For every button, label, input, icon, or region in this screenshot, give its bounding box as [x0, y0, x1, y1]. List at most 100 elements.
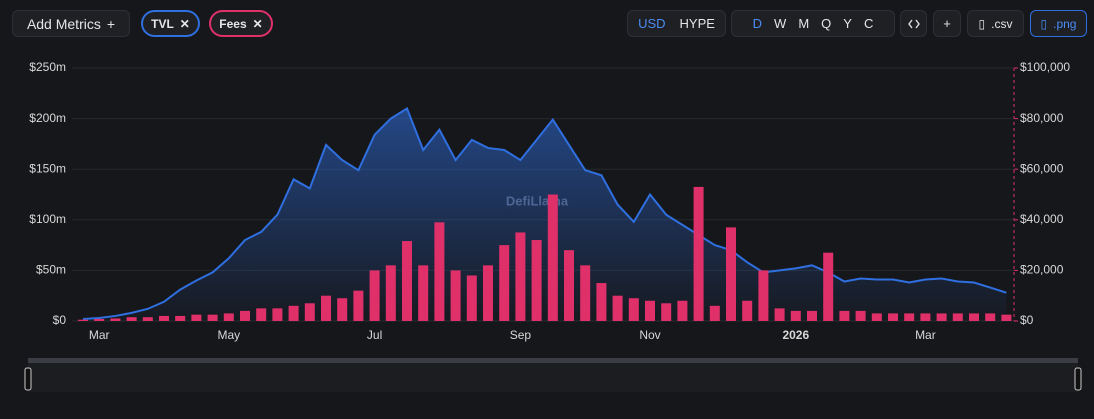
export-label: .png — [1053, 16, 1077, 31]
y-tick-label: $50m — [36, 263, 66, 277]
fees-bar — [142, 317, 153, 321]
fees-bar — [385, 265, 396, 321]
fees-bar — [726, 227, 736, 321]
brush-handle[interactable] — [24, 367, 32, 391]
fees-bar — [628, 298, 639, 321]
fees-bar — [223, 313, 234, 321]
y2-tick-label: $100,000 — [1020, 60, 1070, 74]
fees-bar — [126, 317, 137, 321]
currency-hype[interactable]: HYPE — [679, 16, 715, 31]
fees-bar — [337, 298, 348, 321]
close-icon: ✕ — [179, 16, 190, 31]
fees-bar — [774, 308, 785, 321]
y2-tick-label: $60,000 — [1020, 161, 1064, 175]
fees-bar — [515, 232, 526, 321]
fees-bar — [256, 308, 267, 321]
fees-bar — [531, 240, 542, 321]
fees-bar — [888, 313, 898, 321]
fees-bar — [693, 186, 704, 321]
fees-bar — [596, 283, 607, 321]
fees-bar — [175, 315, 186, 321]
export-label: .csv — [991, 16, 1013, 31]
brush-handle[interactable] — [1074, 367, 1082, 391]
fees-bar — [709, 305, 720, 321]
file-icon: ▯ — [978, 16, 986, 31]
code-icon — [907, 19, 920, 28]
plus-icon: + — [943, 16, 951, 31]
brush[interactable] — [28, 358, 1078, 392]
fees-bar — [985, 313, 996, 321]
embed-button[interactable] — [900, 10, 927, 37]
interval[interactable]: Y — [843, 16, 852, 31]
fees-bar — [466, 275, 477, 321]
y2-tick-label: $80,000 — [1020, 111, 1064, 125]
y2-tick-label: $0 — [1020, 313, 1034, 327]
fees-bar — [499, 245, 510, 321]
fees-bar — [1001, 314, 1012, 321]
y2-tick-label: $20,000 — [1020, 263, 1064, 277]
fees-chip[interactable]: Fees ✕ — [209, 10, 273, 37]
fees-bar — [402, 241, 412, 321]
fees-bar — [969, 313, 979, 321]
close-icon: ✕ — [252, 16, 263, 31]
fees-bar — [920, 313, 931, 321]
interval[interactable]: W — [774, 16, 787, 31]
fees-bar — [304, 303, 315, 321]
x-tick-label: 2026 — [782, 328, 809, 342]
fees-bar — [839, 310, 850, 321]
y-tick-label: $100m — [29, 212, 66, 226]
fees-bar — [483, 265, 493, 321]
fees-bar — [159, 315, 169, 321]
fees-bar — [78, 319, 88, 321]
tvl-chip[interactable]: TVL ✕ — [141, 10, 200, 37]
y2-tick-label: $40,000 — [1020, 212, 1064, 226]
file-icon: ▯ — [1040, 16, 1048, 31]
y-tick-label: $200m — [29, 111, 66, 125]
x-tick-label: Nov — [639, 328, 660, 342]
fees-bar — [288, 305, 299, 321]
fees-bar — [645, 300, 655, 321]
currency-usd[interactable]: USD — [638, 16, 666, 31]
csv-button[interactable]: ▯ .csv — [967, 10, 1024, 37]
interval[interactable]: C — [863, 16, 874, 31]
png-button[interactable]: ▯ .png — [1030, 10, 1087, 37]
fees-bar — [807, 310, 817, 321]
fees-bar — [742, 300, 753, 321]
fees-bar — [353, 290, 364, 321]
fees-bar — [661, 303, 672, 321]
x-tick-label: May — [217, 328, 240, 342]
fees-bar — [823, 252, 834, 321]
fees-bar — [418, 265, 429, 321]
interval[interactable]: M — [798, 16, 810, 31]
fees-bar — [369, 270, 380, 321]
fees-bar — [904, 313, 915, 321]
fees-bar — [272, 308, 283, 321]
y-tick-label: $250m — [29, 60, 66, 74]
fees-bar — [790, 310, 801, 321]
fees-bar — [94, 318, 105, 321]
fees-bar — [677, 300, 688, 321]
interval[interactable]: Q — [821, 16, 832, 31]
add-button[interactable]: + — [933, 10, 961, 37]
x-tick-label: Sep — [510, 328, 532, 342]
fees-bar — [450, 270, 461, 321]
fees-bar — [434, 222, 445, 321]
y-tick-label: $150m — [29, 161, 66, 175]
add-metrics-button[interactable]: Add Metrics + — [12, 10, 130, 37]
x-tick-label: Mar — [915, 328, 936, 342]
fees-bar — [191, 314, 202, 321]
fees-bar — [564, 250, 574, 321]
legend-label: TVL — [151, 16, 174, 31]
plus-icon: + — [106, 15, 116, 32]
brush-bar[interactable] — [28, 358, 1078, 363]
interval[interactable]: D — [752, 16, 763, 31]
x-tick-label: Jul — [367, 328, 382, 342]
tvl-line — [82, 106, 1007, 320]
add-metrics-label: Add Metrics — [26, 15, 101, 32]
watermark: DefiLlama — [506, 193, 569, 208]
fees-bar — [547, 194, 558, 321]
fees-bar — [612, 295, 623, 321]
